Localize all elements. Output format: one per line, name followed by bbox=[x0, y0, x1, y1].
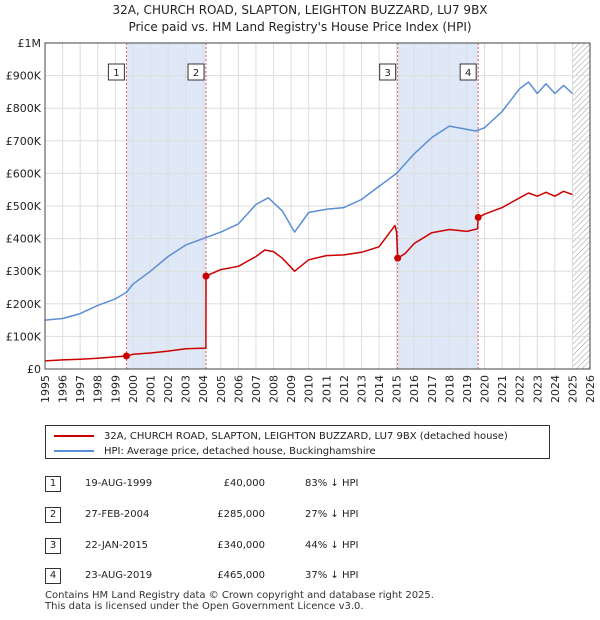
sale-price: £340,000 bbox=[217, 540, 265, 551]
footer-attribution: Contains HM Land Registry data © Crown c… bbox=[45, 590, 434, 612]
plot-frame bbox=[44, 42, 591, 370]
footer-line-2: This data is licensed under the Open Gov… bbox=[45, 601, 364, 612]
x-tick-label: 2014 bbox=[373, 375, 386, 403]
x-tick-label: 2007 bbox=[250, 375, 263, 403]
sale-row: 3 22-JAN-2015 £340,000 44% ↓ HPI bbox=[45, 538, 565, 554]
sale-date: 22-JAN-2015 bbox=[85, 540, 149, 551]
chart-title: 32A, CHURCH ROAD, SLAPTON, LEIGHTON BUZZ… bbox=[0, 2, 600, 36]
x-tick-label: 2000 bbox=[127, 375, 140, 403]
legend-label-property: 32A, CHURCH ROAD, SLAPTON, LEIGHTON BUZZ… bbox=[104, 430, 508, 442]
y-tick-label: £900K bbox=[6, 70, 42, 83]
x-tick-label: 2003 bbox=[180, 375, 193, 403]
sale-marker-label: 3 bbox=[384, 68, 390, 79]
sale-marker-label: 1 bbox=[113, 68, 119, 79]
sale-marker-label: 2 bbox=[193, 68, 199, 79]
sale-point bbox=[394, 254, 402, 262]
sale-hpi-diff: 37% ↓ HPI bbox=[305, 570, 359, 581]
y-tick-label: £100K bbox=[6, 330, 42, 343]
sale-number-badge: 3 bbox=[45, 538, 61, 554]
sale-number-badge: 4 bbox=[45, 568, 61, 584]
chart-title-line-2: Price paid vs. HM Land Registry's House … bbox=[128, 20, 472, 34]
x-tick-label: 2025 bbox=[566, 375, 579, 403]
sale-price: £465,000 bbox=[217, 570, 265, 581]
x-tick-label: 2006 bbox=[232, 375, 245, 403]
series-line-hpi bbox=[44, 81, 573, 321]
sale-hpi-diff: 44% ↓ HPI bbox=[305, 540, 359, 551]
x-tick-label: 2015 bbox=[391, 375, 404, 403]
legend-swatch-property bbox=[54, 435, 94, 437]
x-tick-label: 2017 bbox=[426, 375, 439, 403]
x-tick-label: 1998 bbox=[92, 375, 105, 403]
x-tick-label: 2009 bbox=[285, 375, 298, 403]
x-tick-label: 2016 bbox=[408, 375, 421, 403]
x-tick-label: 2019 bbox=[461, 375, 474, 403]
sale-price: £285,000 bbox=[217, 509, 265, 520]
x-tick-label: 2010 bbox=[303, 375, 316, 403]
x-tick-label: 1996 bbox=[57, 375, 70, 403]
sale-row: 4 23-AUG-2019 £465,000 37% ↓ HPI bbox=[45, 568, 565, 584]
x-tick-label: 2004 bbox=[197, 375, 210, 403]
y-tick-label: £300K bbox=[6, 265, 42, 278]
legend-swatch-hpi bbox=[54, 450, 94, 452]
y-tick-label: £0 bbox=[27, 363, 41, 376]
sale-marker-label: 4 bbox=[465, 68, 471, 79]
sale-marker-box bbox=[107, 63, 125, 81]
footer-line-1: Contains HM Land Registry data © Crown c… bbox=[45, 590, 434, 601]
x-tick-label: 2001 bbox=[144, 375, 157, 403]
chart-title-line-1: 32A, CHURCH ROAD, SLAPTON, LEIGHTON BUZZ… bbox=[112, 3, 488, 17]
sale-point bbox=[474, 213, 482, 221]
x-tick-label: 2018 bbox=[443, 375, 456, 403]
x-tick-label: 2002 bbox=[162, 375, 175, 403]
x-tick-label: 1997 bbox=[74, 375, 87, 403]
x-tick-label: 2011 bbox=[320, 375, 333, 403]
y-tick-label: £700K bbox=[6, 135, 42, 148]
legend-item-hpi: HPI: Average price, detached house, Buck… bbox=[54, 444, 376, 458]
y-tick-label: £600K bbox=[6, 167, 42, 180]
y-tick-label: £500K bbox=[6, 200, 42, 213]
sale-marker-box bbox=[459, 63, 477, 81]
x-tick-label: 2024 bbox=[549, 375, 562, 403]
x-tick-label: 1999 bbox=[109, 375, 122, 403]
x-tick-label: 2022 bbox=[514, 375, 527, 403]
y-tick-label: £1M bbox=[18, 37, 42, 50]
legend: 32A, CHURCH ROAD, SLAPTON, LEIGHTON BUZZ… bbox=[45, 425, 550, 459]
price-chart: 1 2 3 4 1995 1996 1997 1998 1999 2000 2001 2002 200… bbox=[6, 37, 597, 403]
series-line-property bbox=[44, 190, 573, 362]
sale-row: 1 19-AUG-1999 £40,000 83% ↓ HPI bbox=[45, 476, 565, 492]
x-tick-label: 2008 bbox=[268, 375, 281, 403]
x-tick-label: 2005 bbox=[215, 375, 228, 403]
sale-date: 27-FEB-2004 bbox=[85, 509, 150, 520]
y-tick-label: £200K bbox=[6, 298, 42, 311]
sale-point bbox=[122, 352, 130, 360]
sale-number-badge: 2 bbox=[45, 507, 61, 523]
legend-item-property: 32A, CHURCH ROAD, SLAPTON, LEIGHTON BUZZ… bbox=[54, 429, 508, 443]
sale-row: 2 27-FEB-2004 £285,000 27% ↓ HPI bbox=[45, 507, 565, 523]
x-tick-label: 2013 bbox=[355, 375, 368, 403]
x-tick-label: 2023 bbox=[531, 375, 544, 403]
sale-price: £40,000 bbox=[223, 478, 265, 489]
x-tick-label: 2026 bbox=[584, 375, 597, 403]
sale-marker-box bbox=[187, 63, 205, 81]
x-tick-label: 1995 bbox=[39, 375, 52, 403]
sale-date: 19-AUG-1999 bbox=[85, 478, 153, 489]
x-tick-label: 2012 bbox=[338, 375, 351, 403]
y-tick-label: £400K bbox=[6, 233, 42, 246]
sale-hpi-diff: 83% ↓ HPI bbox=[305, 478, 359, 489]
sale-point bbox=[202, 272, 210, 280]
sale-date: 23-AUG-2019 bbox=[85, 570, 153, 581]
x-tick-label: 2020 bbox=[479, 375, 492, 403]
legend-label-hpi: HPI: Average price, detached house, Buck… bbox=[104, 445, 376, 457]
sale-number-badge: 1 bbox=[45, 476, 61, 492]
sale-marker-box bbox=[379, 63, 397, 81]
y-tick-label: £800K bbox=[6, 102, 42, 115]
sale-hpi-diff: 27% ↓ HPI bbox=[305, 509, 359, 520]
x-tick-label: 2021 bbox=[496, 375, 509, 403]
